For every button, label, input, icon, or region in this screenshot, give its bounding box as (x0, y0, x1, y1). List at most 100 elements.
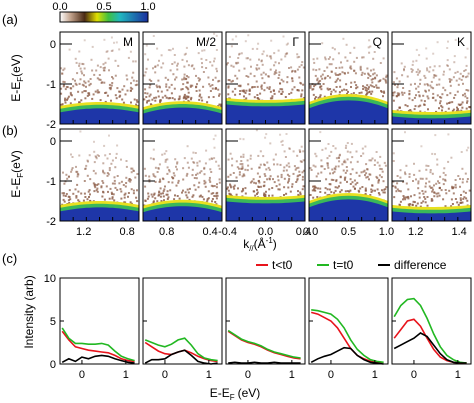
row-a-noise-dot (316, 57, 319, 60)
row-a-noise-dot (383, 90, 385, 93)
row-a-noise-dot (353, 81, 356, 84)
row-a-noise-dot (215, 87, 218, 90)
row-b-noise-dot (399, 190, 402, 193)
row-a-noise-dot (126, 89, 129, 92)
row-b-noise-dot (240, 190, 243, 193)
row-a-noise-dot (429, 84, 432, 87)
row-b-noise-dot (93, 140, 95, 143)
row-a-noise-dot (154, 66, 157, 68)
row-a-noise-dot (319, 94, 322, 97)
row-b-noise-dot (364, 192, 367, 195)
row-b-noise-dot (113, 176, 116, 179)
row-a-noise-dot (376, 86, 378, 89)
row-a-noise-dot (248, 88, 251, 91)
row-b-noise-dot (186, 196, 189, 199)
row-b-noise-dot (407, 203, 410, 206)
row-b-xtick-label: 1.2 (76, 226, 91, 238)
row-a-noise-dot (114, 59, 117, 62)
row-a-noise-dot (455, 109, 458, 112)
row-b-noise-dot (381, 170, 384, 173)
row-a-noise-dot (367, 73, 370, 76)
row-a-noise-dot (218, 94, 220, 97)
row-a-noise-dot (273, 73, 276, 76)
row-b-noise-dot (265, 190, 267, 193)
row-b-noise-dot (392, 160, 395, 162)
row-a-noise-dot (273, 64, 276, 67)
row-a-noise-dot (416, 73, 419, 76)
row-b-noise-dot (281, 139, 284, 142)
row-a-noise-dot (146, 92, 149, 95)
row-a-noise-dot (251, 86, 253, 89)
row-b-noise-dot (95, 189, 98, 192)
row-a-noise-dot (111, 76, 113, 78)
row-b-noise-dot (111, 196, 114, 199)
row-a-noise-dot (260, 85, 263, 88)
row-a-noise-dot (392, 91, 395, 94)
row-b-noise-dot (392, 185, 395, 188)
row-a-noise-dot (153, 96, 156, 99)
row-b-noise-dot (107, 173, 110, 176)
series-difference (228, 361, 301, 364)
row-b-noise-dot (174, 194, 176, 197)
row-a-noise-dot (69, 87, 72, 90)
row-b-noise-dot (192, 151, 195, 154)
row-a-noise-dot (302, 66, 305, 69)
row-b-noise-dot (337, 156, 340, 159)
row-a-noise-dot (448, 78, 451, 80)
row-a-noise-dot (415, 59, 418, 62)
row-b-noise-dot (75, 170, 78, 173)
row-a-panel-3: Γ (225, 31, 306, 125)
row-a-noise-dot (353, 46, 356, 49)
row-c-ylabel: Intensity (arb) (22, 275, 36, 348)
row-a-noise-dot (199, 93, 202, 96)
row-a-noise-dot (180, 88, 183, 91)
row-a-noise-dot (260, 84, 263, 87)
row-b-noise-dot (278, 183, 281, 186)
row-b-noise-dot (324, 147, 327, 150)
row-a-noise-dot (207, 76, 210, 79)
row-b-noise-dot (457, 175, 460, 177)
row-a-noise-dot (143, 98, 146, 101)
row-b-noise-dot (226, 186, 229, 189)
row-b-noise-dot (207, 190, 210, 193)
row-b-noise-dot (404, 198, 407, 201)
row-b-noise-dot (161, 177, 164, 180)
row-a-noise-dot (429, 66, 432, 69)
row-b-noise-dot (146, 197, 149, 200)
row-b-noise-dot (229, 193, 232, 196)
row-b-noise-dot (78, 200, 81, 203)
row-b-noise-dot (134, 176, 137, 179)
row-a-noise-dot (402, 87, 405, 89)
row-a-noise-dot (173, 54, 176, 56)
row-b-noise-dot (212, 192, 215, 195)
row-b-noise-dot (427, 165, 430, 167)
row-a-noise-dot (432, 69, 435, 72)
row-a-noise-dot (446, 94, 449, 97)
row-a-noise-dot (433, 74, 436, 77)
row-a-noise-dot (422, 94, 425, 97)
row-a-band-layer-2 (60, 108, 139, 124)
row-a-noise-dot (189, 84, 192, 87)
row-a-noise-dot (135, 99, 138, 102)
row-a-noise-dot (248, 93, 251, 96)
spectrum-xtick-label: 1 (455, 369, 461, 381)
row-a-noise-dot (369, 84, 372, 87)
row-a-noise-dot (96, 64, 99, 67)
row-a-noise-dot (118, 90, 121, 93)
row-a-noise-dot (114, 74, 117, 77)
row-a-noise-dot (291, 88, 294, 91)
row-b-noise-dot (426, 196, 429, 198)
row-b-noise-dot (424, 185, 427, 188)
row-b-noise-dot (64, 195, 67, 197)
colorbar: 0.0 0.5 1.0 (52, 1, 156, 23)
row-b-noise-dot (364, 189, 367, 192)
row-b-noise-dot (193, 184, 196, 187)
row-a-noise-dot (260, 87, 263, 90)
svg-text:E-EF(eV): E-EF(eV) (210, 386, 261, 402)
row-a-noise-dot (454, 38, 457, 41)
row-a-noise-dot (172, 47, 174, 50)
row-a-noise-dot (287, 42, 289, 45)
row-a-noise-dot (94, 90, 97, 93)
row-b-noise-dot (434, 134, 437, 137)
row-b-noise-dot (92, 182, 95, 185)
